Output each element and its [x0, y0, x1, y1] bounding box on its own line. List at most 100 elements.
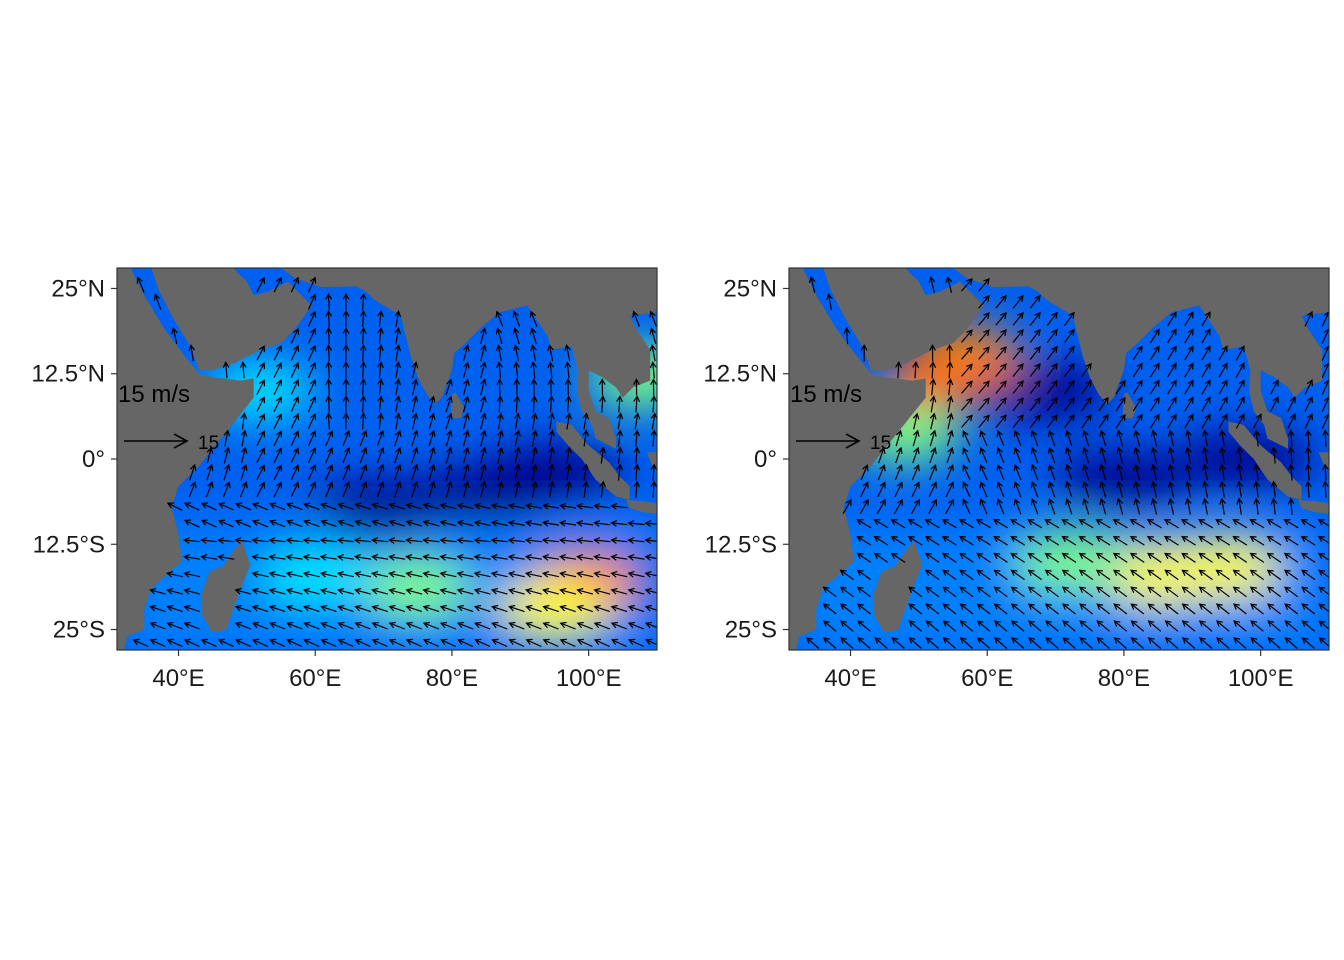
wind-vector-arrow: [273, 276, 282, 293]
land-polygon: [626, 499, 657, 514]
wind-vectors: [805, 276, 1329, 649]
wind-vector-arrow: [513, 361, 520, 379]
wind-vector-arrow: [529, 327, 537, 345]
wind-vector-arrow: [1184, 497, 1192, 515]
wind-vector-arrow: [627, 587, 645, 595]
wind-vector-arrow: [411, 395, 419, 413]
wind-vector-arrow: [1011, 637, 1025, 649]
wind-vector-arrow: [507, 537, 525, 544]
wind-vector-arrow: [1249, 535, 1265, 546]
wind-vector-arrow: [628, 638, 645, 648]
wind-vector-arrow: [1116, 480, 1124, 498]
wind-vector-arrow: [371, 621, 388, 630]
wind-vector-arrow: [860, 464, 869, 481]
wind-vector-arrow: [422, 554, 440, 561]
wind-vector-arrow: [1202, 497, 1209, 515]
wind-vector-arrow: [1013, 498, 1022, 515]
wind-vector-arrow: [1215, 535, 1231, 546]
wind-vector-arrow: [1064, 396, 1075, 412]
wind-vector-arrow: [1116, 446, 1124, 464]
wind-vector-arrow: [422, 587, 440, 595]
wind-vector-arrow: [1249, 519, 1265, 529]
wind-vector-arrow: [1029, 397, 1041, 412]
wind-vector-arrow: [857, 637, 871, 649]
wind-vector-arrow: [959, 569, 974, 581]
wind-vector-arrow: [627, 554, 645, 561]
wind-vector-arrow: [273, 379, 282, 395]
wind-vector-arrow: [530, 361, 537, 379]
wind-vector-arrow: [929, 378, 937, 396]
wind-vector-arrow: [1010, 586, 1025, 598]
wind-vector-arrow: [1113, 620, 1128, 632]
wind-vector-arrow: [1180, 519, 1197, 529]
wind-vector-arrow: [217, 519, 234, 528]
wind-vector-arrow: [307, 430, 317, 447]
wind-vector-arrow: [1287, 463, 1295, 481]
wind-vector-arrow: [302, 537, 320, 544]
wind-vector-arrow: [924, 552, 940, 563]
wind-vector-arrow: [491, 621, 508, 630]
wind-vector-arrow: [929, 395, 937, 413]
wind-vector-arrow: [411, 412, 419, 430]
lon-tick-label: 40°E: [152, 665, 204, 692]
wind-vector-arrow: [946, 395, 954, 413]
wind-vector-arrow: [359, 412, 367, 430]
wind-vector-arrow: [320, 502, 337, 510]
wind-vector-arrow: [856, 586, 871, 598]
wind-vector-arrow: [593, 621, 611, 630]
wind-vector-arrow: [1133, 480, 1141, 498]
wind-vector-arrow: [268, 587, 286, 595]
wind-vector-arrow: [559, 587, 577, 595]
wind-vector-arrow: [325, 481, 334, 498]
wind-vector-arrow: [995, 312, 1007, 326]
reference-arrow-legend: 15 m/s 15: [790, 381, 891, 454]
wind-vector-arrow: [303, 604, 320, 613]
wind-vector-arrow: [993, 637, 1008, 649]
wind-vector-arrow: [234, 502, 252, 511]
wind-vector-arrow: [1147, 603, 1162, 615]
wind-vector-arrow: [342, 447, 351, 464]
wind-vector-arrow: [205, 481, 214, 498]
wind-vector-arrow: [1065, 498, 1073, 515]
wind-vector-arrow: [462, 412, 470, 430]
wind-vector-arrow: [217, 638, 234, 648]
wind-vector-arrow: [559, 571, 577, 578]
wind-vector-arrow: [285, 604, 303, 613]
land-polygon: [953, 268, 1070, 306]
wind-vector-arrow: [1266, 552, 1282, 563]
land-polygon: [151, 268, 312, 371]
wind-vector-arrow: [1064, 328, 1075, 344]
wind-vector-arrow: [1112, 569, 1128, 581]
wind-vector-arrow: [1030, 481, 1039, 498]
lon-tick-label: 100°E: [1228, 665, 1294, 692]
wind-vector-arrow: [531, 412, 538, 430]
wind-vector-arrow: [524, 554, 542, 561]
wind-vector-arrow: [541, 502, 560, 510]
wind-vector-arrow: [234, 537, 252, 544]
wind-vectors: [132, 276, 657, 648]
lat-tick-label: 12.5°N: [31, 361, 105, 388]
wind-vector-arrow: [976, 637, 991, 649]
wind-vector-arrow: [610, 537, 628, 544]
wind-vector-arrow: [610, 621, 628, 630]
wind-vector-arrow: [153, 293, 162, 310]
wind-vector-arrow: [342, 326, 350, 345]
wind-vector-arrow: [149, 638, 166, 648]
wind-vector-arrow: [1215, 586, 1230, 598]
wind-vector-arrow: [1029, 414, 1041, 429]
land-polygon: [556, 421, 630, 500]
wind-vector-arrow: [547, 378, 555, 396]
wind-vector-arrow: [256, 345, 265, 361]
wind-vector-arrow: [182, 537, 201, 544]
wind-vector-arrow: [268, 604, 286, 613]
wind-vector-arrow: [307, 361, 317, 378]
wind-vector-arrow: [1270, 497, 1278, 515]
wind-vector-arrow: [995, 329, 1007, 343]
wind-vector-arrow: [1078, 519, 1094, 529]
longitude-axis: 40°E 60°E 80°E 100°E: [824, 650, 1293, 692]
wind-vector-arrow: [303, 621, 320, 630]
wind-vector-arrow: [405, 537, 423, 544]
wind-vector-arrow: [1232, 603, 1247, 615]
wind-vector-arrow: [1201, 396, 1211, 412]
wind-vector-arrow: [473, 587, 491, 595]
